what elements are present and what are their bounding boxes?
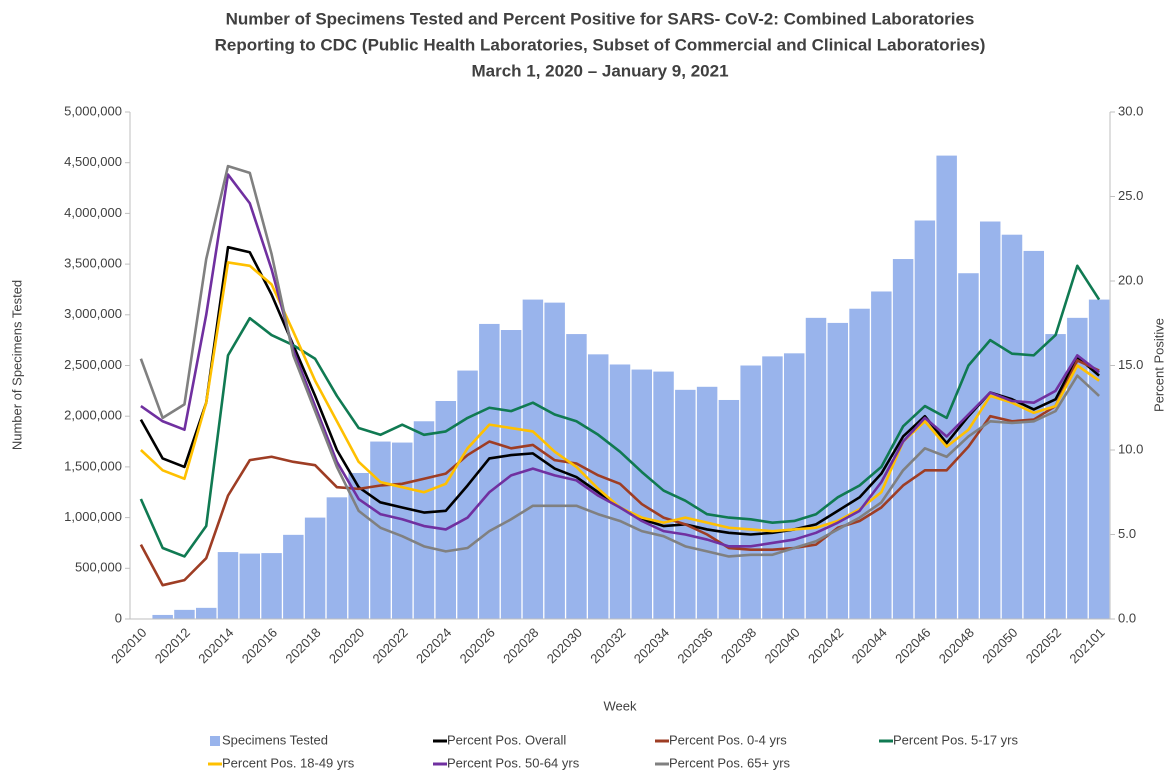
bar: [696, 386, 718, 619]
y-tick-label: 1,500,000: [64, 458, 122, 473]
y2-tick-label: 15.0: [1118, 357, 1143, 372]
x-tick-label: 202012: [152, 625, 193, 666]
bar: [304, 517, 326, 619]
legend-label: Percent Pos. 18-49 yrs: [222, 755, 355, 770]
y-tick-label: 0: [115, 610, 122, 625]
bar: [1001, 234, 1023, 619]
y-tick-label: 3,500,000: [64, 256, 122, 271]
x-tick-label: 202030: [544, 625, 585, 666]
y-tick-label: 1,000,000: [64, 509, 122, 524]
bar: [1045, 334, 1066, 619]
bar: [871, 291, 892, 619]
bar: [827, 322, 849, 619]
bar: [391, 442, 413, 619]
x-tick-label: 202026: [457, 625, 498, 666]
line-series: [140, 173, 1100, 548]
bar: [479, 323, 500, 619]
bar: [239, 553, 261, 619]
chart-title: Number of Specimens Tested and Percent P…: [226, 9, 975, 28]
x-tick-label: 202014: [195, 625, 236, 666]
y-tick-label: 500,000: [75, 560, 122, 575]
x-tick-label: 202032: [587, 625, 628, 666]
bar: [217, 552, 239, 619]
legend-label: Specimens Tested: [222, 732, 328, 747]
bar: [1067, 317, 1088, 619]
y-tick-label: 2,000,000: [64, 408, 122, 423]
x-tick-label: 202040: [761, 625, 802, 666]
x-tick-label: 202020: [326, 625, 367, 666]
bar: [283, 534, 304, 619]
x-tick-label: 202044: [849, 625, 890, 666]
bar: [675, 389, 696, 619]
y-tick-label: 5,000,000: [64, 103, 122, 118]
y2-tick-label: 30.0: [1118, 103, 1143, 118]
bar: [805, 317, 827, 619]
y-tick-label: 4,500,000: [64, 154, 122, 169]
x-tick-label: 202018: [282, 625, 323, 666]
y2-tick-label: 25.0: [1118, 188, 1143, 203]
chart-title: March 1, 2020 – January 9, 2021: [471, 61, 728, 80]
bar: [609, 364, 631, 619]
bar: [783, 353, 805, 619]
bar: [261, 553, 282, 619]
bar: [718, 399, 740, 619]
bar: [849, 308, 870, 619]
x-tick-label: 202048: [936, 625, 977, 666]
x-axis-title: Week: [604, 698, 637, 713]
y2-axis-title: Percent Positive: [1151, 318, 1166, 412]
bar: [457, 370, 478, 619]
y-tick-label: 2,500,000: [64, 357, 122, 372]
y2-tick-label: 20.0: [1118, 272, 1143, 287]
x-tick-label: 202052: [1023, 625, 1064, 666]
bar: [152, 614, 173, 619]
x-tick-label: 202038: [718, 625, 759, 666]
bar: [1088, 299, 1110, 619]
x-tick-label: 202016: [239, 625, 280, 666]
x-tick-label: 202010: [108, 625, 149, 666]
bar: [587, 354, 609, 619]
bar: [522, 299, 544, 619]
bar: [348, 472, 369, 619]
bar: [413, 421, 435, 619]
bar: [653, 371, 674, 619]
y2-tick-label: 5.0: [1118, 526, 1136, 541]
y-tick-label: 3,000,000: [64, 306, 122, 321]
line-series: [139, 164, 1100, 558]
y-tick-label: 4,000,000: [64, 205, 122, 220]
x-tick-label: 202046: [892, 625, 933, 666]
bar: [174, 609, 195, 619]
bar: [740, 365, 761, 619]
bar: [936, 155, 957, 620]
x-tick-label: 202042: [805, 625, 846, 666]
x-tick-label: 202036: [674, 625, 715, 666]
y-axis-title: Number of Specimens Tested: [9, 280, 24, 450]
bar: [1023, 250, 1045, 619]
legend-label: Percent Pos. 5-17 yrs: [893, 732, 1018, 747]
bar: [195, 607, 217, 619]
bar: [631, 369, 653, 619]
legend-label: Percent Pos. 65+ yrs: [669, 755, 791, 770]
bar: [762, 356, 783, 619]
bar: [326, 497, 348, 619]
x-tick-label: 202101: [1066, 625, 1107, 666]
line-series: [139, 359, 1100, 587]
y2-tick-label: 10.0: [1118, 441, 1143, 456]
legend-label: Percent Pos. 0-4 yrs: [669, 732, 787, 747]
x-tick-label: 202022: [369, 625, 410, 666]
x-tick-label: 202024: [413, 625, 454, 666]
x-tick-label: 202050: [979, 625, 1020, 666]
x-tick-label: 202034: [631, 625, 672, 666]
legend-label: Percent Pos. 50-64 yrs: [447, 755, 580, 770]
legend-label: Percent Pos. Overall: [447, 732, 566, 747]
y2-tick-label: 0.0: [1118, 610, 1136, 625]
x-tick-label: 202028: [500, 625, 541, 666]
chart-title: Reporting to CDC (Public Health Laborato…: [215, 35, 986, 54]
legend-swatch: [210, 736, 220, 746]
